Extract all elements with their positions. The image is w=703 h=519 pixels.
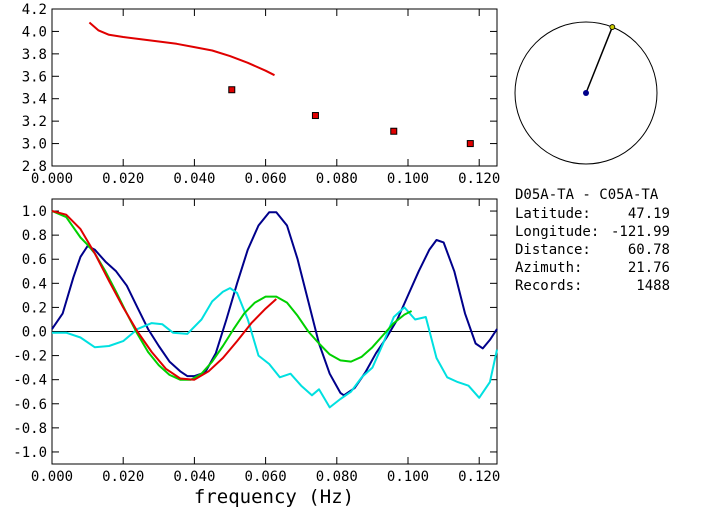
top-data-marker xyxy=(466,140,474,148)
bottom-x-tick-label: 0.020 xyxy=(102,469,144,485)
info-panel: D05A-TA - C05A-TA Latitude: 47.19 Longit… xyxy=(515,187,670,294)
azimuth-value: 21.76 xyxy=(628,260,670,276)
bottom-chart-series xyxy=(51,210,498,409)
latitude-label: Latitude: xyxy=(515,206,591,222)
top-x-tick-label: 0.060 xyxy=(245,171,287,187)
top-x-tick-label: 0.040 xyxy=(173,171,215,187)
top-series-line-0 xyxy=(88,21,275,77)
bottom-y-tick-label: 0.6 xyxy=(22,252,47,268)
station-center-dot xyxy=(583,90,589,96)
bottom-y-tick-label: 1.0 xyxy=(22,204,47,220)
records-value: 1488 xyxy=(636,278,670,294)
bottom-y-tick-label: 0.0 xyxy=(22,325,47,341)
latitude-value: 47.19 xyxy=(628,206,670,222)
top-y-tick-label: 4.0 xyxy=(22,24,47,40)
top-chart-panel: 0.000 0.020 0.040 0.060 0.080 0.100 0.120 4.2 4.… xyxy=(22,2,501,187)
bottom-y-tick-label: -0.6 xyxy=(13,397,47,413)
x-axis-title: frequency (Hz) xyxy=(194,486,354,508)
bottom-y-tick-label: -0.2 xyxy=(13,349,47,365)
bottom-x-tick-label: 0.120 xyxy=(458,469,500,485)
azimuth-circle xyxy=(514,21,658,165)
bottom-series-line-0 xyxy=(51,211,498,397)
station-pair-label: D05A-TA - C05A-TA xyxy=(515,187,659,203)
bottom-series-line-2 xyxy=(51,210,413,381)
bottom-y-tick-label: -0.4 xyxy=(13,373,47,389)
bottom-x-tick-label: 0.080 xyxy=(316,469,358,485)
top-x-tick-label: 0.080 xyxy=(316,171,358,187)
top-data-marker xyxy=(390,127,398,135)
distance-label: Distance: xyxy=(515,242,591,258)
bottom-x-tick-label: 0.000 xyxy=(31,469,73,485)
top-chart-series xyxy=(88,21,474,148)
top-y-tick-label: 3.6 xyxy=(22,69,47,85)
bottom-y-tick-label: -0.8 xyxy=(13,421,47,437)
top-y-tick-label: 4.2 xyxy=(22,2,47,18)
bottom-chart-panel: 0.000 0.020 0.040 0.060 0.080 0.100 0.120 1.0 0.… xyxy=(13,198,500,508)
top-chart-frame xyxy=(51,8,498,167)
bottom-series-line-3 xyxy=(51,210,277,381)
top-x-tick-label: 0.100 xyxy=(387,171,429,187)
top-x-tick-label: 0.020 xyxy=(102,171,144,187)
azimuth-line xyxy=(585,26,614,94)
top-y-tick-label: 3.0 xyxy=(22,137,47,153)
longitude-value: -121.99 xyxy=(611,224,670,240)
top-y-tick-label: 3.2 xyxy=(22,114,47,130)
top-y-tick-label: 2.8 xyxy=(22,159,47,175)
records-label: Records: xyxy=(515,278,582,294)
station-map xyxy=(514,21,658,165)
top-x-tick-label: 0.000 xyxy=(31,171,73,187)
bottom-x-tick-label: 0.040 xyxy=(173,469,215,485)
top-data-marker xyxy=(311,112,319,120)
station-end-dot xyxy=(609,24,616,30)
top-x-tick-label: 0.120 xyxy=(458,171,500,187)
bottom-x-tick-label: 0.100 xyxy=(387,469,429,485)
bottom-y-tick-label: 0.4 xyxy=(22,276,47,292)
bottom-y-tick-label: 0.2 xyxy=(22,300,47,316)
longitude-label: Longitude: xyxy=(515,224,599,240)
distance-value: 60.78 xyxy=(628,242,670,258)
bottom-series-line-1 xyxy=(52,287,498,409)
bottom-y-tick-label: -1.0 xyxy=(13,445,47,461)
top-chart-ticks: 0.000 0.020 0.040 0.060 0.080 0.100 0.120 4.2 4.… xyxy=(22,2,501,187)
azimuth-label: Azimuth: xyxy=(515,260,582,276)
bottom-chart-ticks: 0.000 0.020 0.040 0.060 0.080 0.100 0.120 1.0 0.… xyxy=(13,199,500,485)
top-data-marker xyxy=(228,86,236,94)
top-y-tick-label: 3.8 xyxy=(22,47,47,63)
top-y-tick-label: 3.4 xyxy=(22,92,47,108)
bottom-x-tick-label: 0.060 xyxy=(245,469,287,485)
bottom-y-tick-label: 0.8 xyxy=(22,228,47,244)
